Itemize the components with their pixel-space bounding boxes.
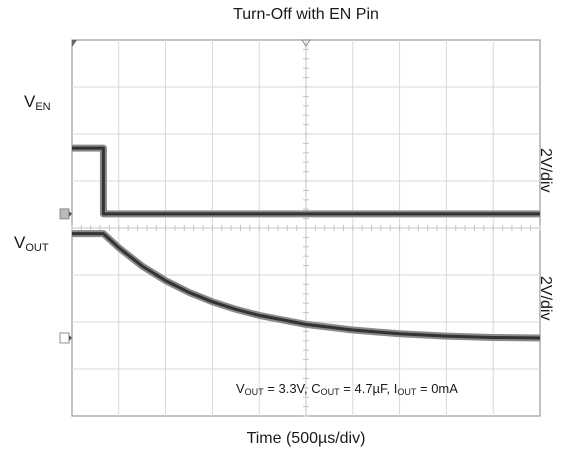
series-line [72,232,541,340]
chart-title: Turn-Off with EN Pin [233,6,379,23]
scale-label-ven: 2V/div [537,148,554,193]
series-line [72,146,540,216]
series-label-ven: VEN [24,92,51,113]
ground-marker-box [59,332,70,344]
ground-marker-arrow [69,334,72,341]
scale-label-vout: 2V/div [537,276,554,321]
trigger-position-marker [301,39,311,47]
channel-ground-marker [59,208,72,220]
ground-marker-arrow [69,210,72,217]
scope-grid [71,39,541,417]
corner-marker [72,40,77,47]
channel-markers [59,39,311,344]
channel-ground-marker [59,332,72,344]
ground-marker-box [59,208,70,220]
series-label-vout: VOUT [14,233,49,254]
x-axis-label: Time (500µs/div) [246,430,366,447]
test-conditions: VOUT = 3.3V, COUT = 4.7µF, IOUT = 0mA [236,381,458,397]
traces [72,144,541,342]
